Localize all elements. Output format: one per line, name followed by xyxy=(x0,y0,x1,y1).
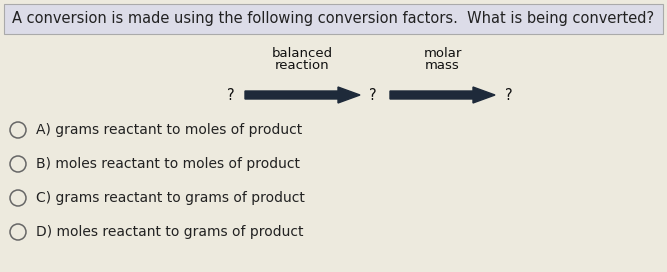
FancyArrow shape xyxy=(245,87,360,103)
Text: ?: ? xyxy=(370,88,377,103)
Text: C) grams reactant to grams of product: C) grams reactant to grams of product xyxy=(36,191,305,205)
Text: B) moles reactant to moles of product: B) moles reactant to moles of product xyxy=(36,157,300,171)
Text: balanced: balanced xyxy=(272,47,333,60)
FancyBboxPatch shape xyxy=(4,4,663,34)
Text: molar: molar xyxy=(424,47,462,60)
FancyArrow shape xyxy=(390,87,495,103)
Text: ?: ? xyxy=(505,88,513,103)
Text: D) moles reactant to grams of product: D) moles reactant to grams of product xyxy=(36,225,303,239)
Text: A) grams reactant to moles of product: A) grams reactant to moles of product xyxy=(36,123,302,137)
Text: A conversion is made using the following conversion factors.  What is being conv: A conversion is made using the following… xyxy=(12,11,654,26)
Text: mass: mass xyxy=(425,59,460,72)
Text: ?: ? xyxy=(227,88,235,103)
Text: reaction: reaction xyxy=(275,59,329,72)
